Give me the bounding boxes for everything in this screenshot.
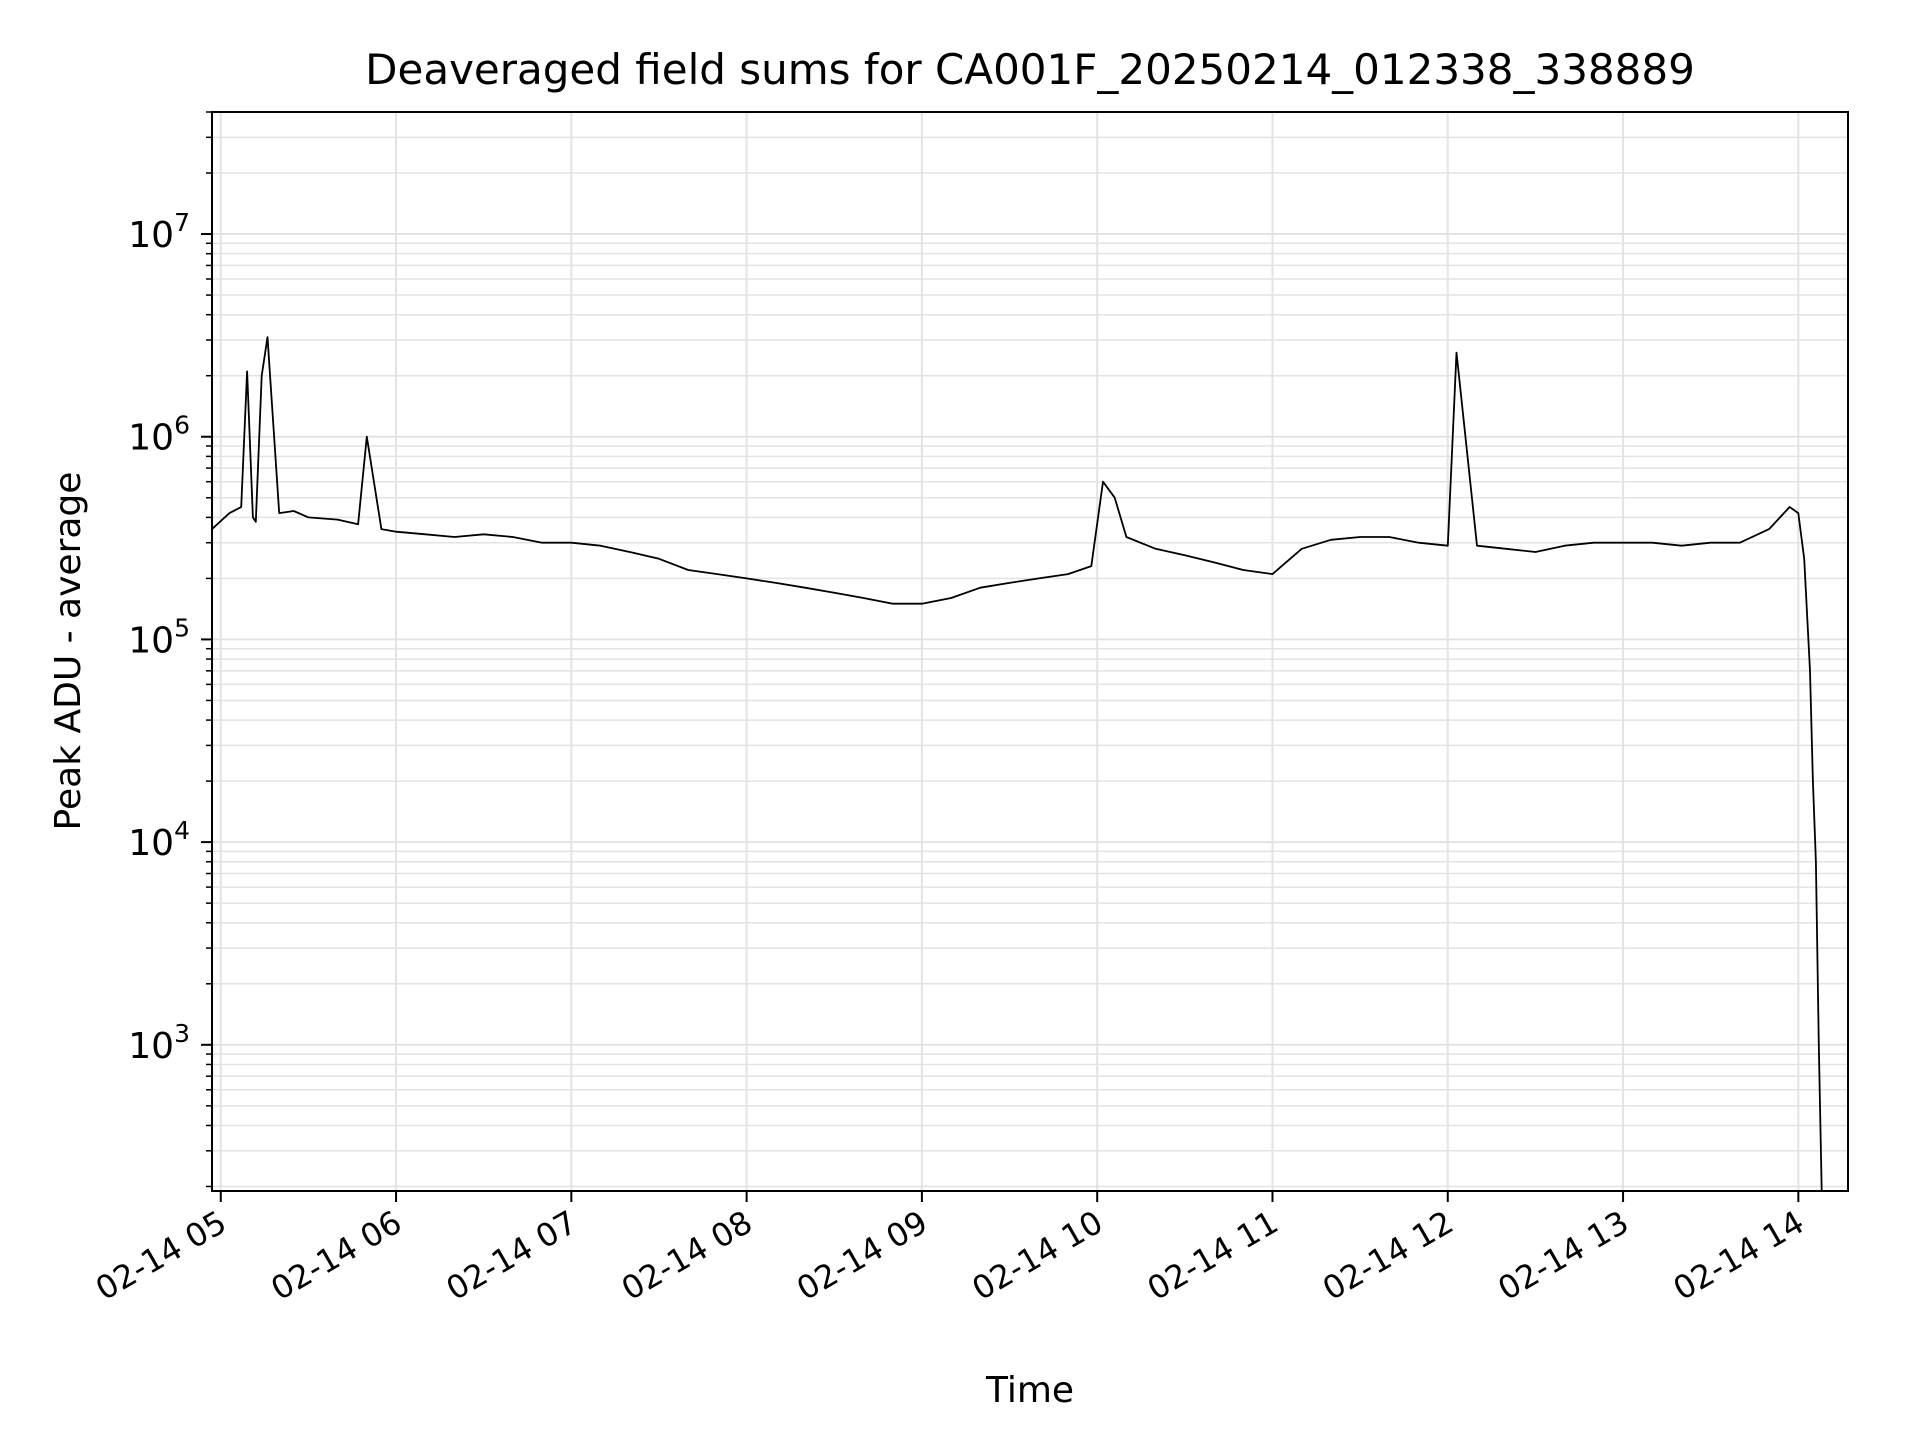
y-tick-label: 107 [128, 208, 190, 256]
y-tick-label-exponent: 5 [174, 613, 190, 642]
y-tick-label: 104 [128, 816, 190, 864]
y-tick-label-base: 10 [128, 620, 174, 661]
grid [212, 111, 1848, 1191]
chart-title: Deaveraged field sums for CA001F_2025021… [365, 45, 1695, 94]
y-tick-label: 103 [128, 1019, 190, 1067]
y-tick-label-base: 10 [128, 418, 174, 459]
y-tick-label-base: 10 [128, 1026, 174, 1067]
y-tick-label: 106 [128, 411, 190, 459]
y-tick-label: 105 [128, 613, 190, 661]
series-line [211, 336, 1823, 1192]
y-tick-label-exponent: 4 [174, 816, 190, 845]
y-tick-label-exponent: 3 [174, 1019, 190, 1048]
plot-frame [211, 111, 1849, 1192]
y-tick-label-exponent: 7 [174, 208, 190, 237]
y-tick-label-base: 10 [128, 823, 174, 864]
plot-area [211, 336, 1823, 1192]
x-axis-label: Time [985, 1370, 1074, 1411]
y-tick-label-base: 10 [128, 215, 174, 256]
y-tick-label-exponent: 6 [174, 411, 190, 440]
y-axis-label: Peak ADU - average [48, 472, 89, 831]
